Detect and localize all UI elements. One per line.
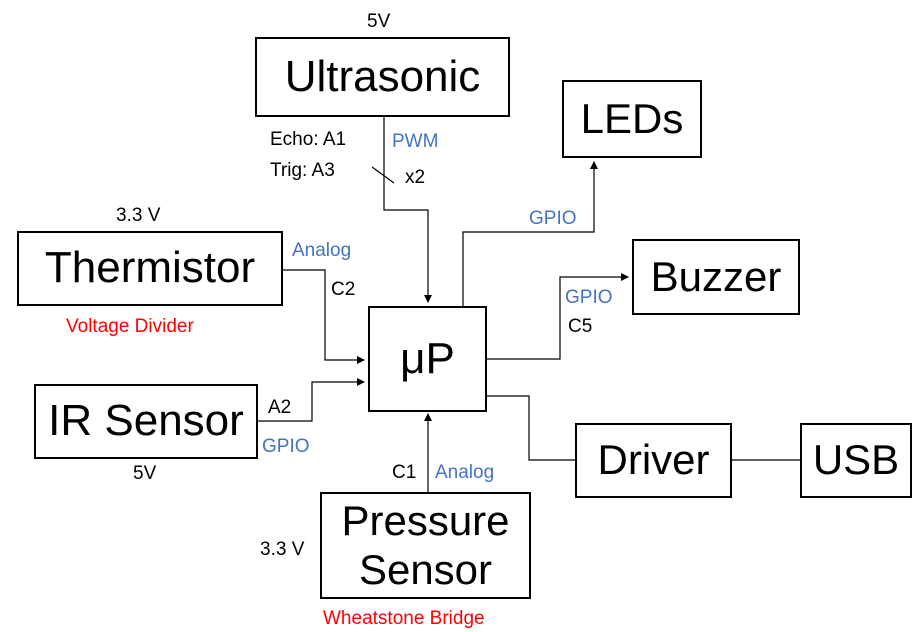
pressure-signal-label: Analog xyxy=(435,462,495,483)
thermistor-note-label: Voltage Divider xyxy=(66,316,194,337)
pressure-sensor-label-line1: Pressure xyxy=(341,497,510,545)
pressure-sensor-block: Pressure Sensor xyxy=(320,492,531,599)
thermistor-to-up-line xyxy=(283,269,365,364)
trig-pin-label: Trig: A3 xyxy=(270,160,335,181)
ultrasonic-voltage-label: 5V xyxy=(367,11,391,32)
buzzer-block: Buzzer xyxy=(632,239,800,315)
ir-sensor-block: IR Sensor xyxy=(34,384,258,459)
pressure-voltage-label: 3.3 V xyxy=(260,539,305,560)
ultrasonic-signal-label: PWM xyxy=(392,131,439,152)
buzzer-signal-label: GPIO xyxy=(565,287,613,308)
ir-signal-label: GPIO xyxy=(262,436,310,457)
pressure-note-label: Wheatstone Bridge xyxy=(323,608,485,629)
pressure-sensor-label-line2: Sensor xyxy=(358,545,493,593)
up-to-driver-line xyxy=(487,395,575,461)
ir-to-up-line xyxy=(258,378,365,422)
thermistor-signal-label: Analog xyxy=(292,240,352,261)
ir-sensor-label: IR Sensor xyxy=(48,396,244,446)
up-to-leds-line xyxy=(462,161,598,306)
thermistor-label: Thermistor xyxy=(44,243,256,293)
driver-block: Driver xyxy=(575,423,732,498)
thermistor-voltage-label: 3.3 V xyxy=(116,205,161,226)
usb-block: USB xyxy=(800,423,912,498)
ultrasonic-label: Ultrasonic xyxy=(284,51,481,101)
ir-voltage-label: 5V xyxy=(133,463,157,484)
ultrasonic-block: Ultrasonic xyxy=(255,37,510,117)
thermistor-block: Thermistor xyxy=(17,231,283,306)
thermistor-pin-label: C2 xyxy=(331,279,356,300)
leds-label: LEDs xyxy=(580,94,684,142)
microcontroller-label: μP xyxy=(400,333,455,383)
pressure-pin-label: C1 xyxy=(392,462,417,483)
ultrasonic-multiplier-label: x2 xyxy=(405,167,426,188)
bus-slash-mark xyxy=(371,166,395,184)
leds-block: LEDs xyxy=(562,80,702,158)
usb-label: USB xyxy=(812,436,900,484)
ultrasonic-to-up-line xyxy=(383,117,432,303)
ir-pin-label: A2 xyxy=(268,397,292,418)
echo-pin-label: Echo: A1 xyxy=(270,129,347,150)
buzzer-pin-label: C5 xyxy=(568,316,593,337)
leds-signal-label: GPIO xyxy=(529,208,577,229)
buzzer-label: Buzzer xyxy=(650,252,782,300)
up-to-buzzer-line xyxy=(487,273,629,360)
microcontroller-block: μP xyxy=(368,306,487,412)
driver-label: Driver xyxy=(597,436,710,484)
